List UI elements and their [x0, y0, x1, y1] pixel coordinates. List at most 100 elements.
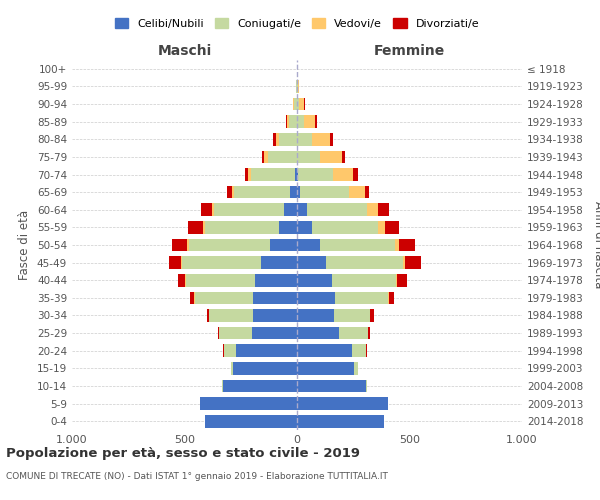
Bar	[311, 133, 329, 145]
Bar	[403, 256, 405, 269]
Bar	[352, 344, 365, 357]
Bar	[368, 327, 370, 340]
Bar	[256, 274, 297, 286]
Bar	[181, 256, 182, 269]
Bar	[297, 168, 298, 181]
Bar	[233, 362, 297, 374]
Bar	[297, 344, 352, 357]
Bar	[205, 221, 279, 234]
Bar	[205, 415, 297, 428]
Bar	[329, 133, 333, 145]
Bar	[353, 168, 358, 181]
Bar	[297, 415, 383, 428]
Bar	[385, 221, 400, 234]
Bar	[297, 116, 304, 128]
Bar	[295, 168, 297, 181]
Bar	[194, 292, 253, 304]
Bar	[338, 327, 368, 340]
Bar	[297, 221, 311, 234]
Bar	[365, 380, 367, 392]
Bar	[230, 362, 233, 374]
Bar	[355, 362, 358, 374]
Bar	[262, 150, 265, 163]
Y-axis label: Fasce di età: Fasce di età	[19, 210, 31, 280]
Bar	[395, 238, 400, 252]
Bar	[397, 274, 407, 286]
Bar	[334, 309, 370, 322]
Bar	[297, 204, 307, 216]
Bar	[297, 133, 311, 145]
Bar	[223, 344, 224, 357]
Bar	[311, 221, 378, 234]
Bar	[378, 204, 389, 216]
Bar	[286, 116, 287, 128]
Bar	[279, 221, 297, 234]
Bar	[297, 362, 355, 374]
Bar	[297, 327, 338, 340]
Legend: Celibi/Nubili, Coniugati/e, Vedovi/e, Divorziati/e: Celibi/Nubili, Coniugati/e, Vedovi/e, Di…	[110, 14, 484, 34]
Bar	[245, 168, 248, 181]
Bar	[304, 98, 305, 110]
Bar	[333, 168, 353, 181]
Bar	[188, 221, 203, 234]
Bar	[297, 186, 301, 198]
Bar	[248, 168, 251, 181]
Bar	[214, 204, 284, 216]
Bar	[349, 186, 365, 198]
Bar	[187, 238, 189, 252]
Bar	[236, 344, 297, 357]
Bar	[190, 292, 193, 304]
Bar	[307, 204, 367, 216]
Bar	[388, 292, 389, 304]
Bar	[290, 186, 297, 198]
Bar	[378, 221, 385, 234]
Bar	[320, 238, 395, 252]
Bar	[297, 309, 334, 322]
Bar	[400, 238, 415, 252]
Bar	[270, 238, 297, 252]
Y-axis label: Anni di nascita: Anni di nascita	[592, 202, 600, 288]
Bar	[189, 238, 270, 252]
Bar	[297, 380, 365, 392]
Bar	[274, 133, 275, 145]
Bar	[297, 256, 326, 269]
Bar	[297, 292, 335, 304]
Bar	[203, 221, 205, 234]
Bar	[193, 292, 194, 304]
Bar	[220, 327, 252, 340]
Bar	[326, 256, 403, 269]
Bar	[252, 327, 297, 340]
Bar	[234, 186, 290, 198]
Bar	[296, 80, 297, 93]
Bar	[212, 204, 214, 216]
Bar	[178, 274, 185, 286]
Bar	[297, 274, 332, 286]
Bar	[342, 150, 346, 163]
Bar	[172, 238, 187, 252]
Bar	[253, 292, 297, 304]
Bar	[301, 186, 349, 198]
Bar	[297, 397, 388, 410]
Bar	[293, 98, 297, 110]
Bar	[298, 80, 299, 93]
Bar	[200, 397, 297, 410]
Bar	[185, 274, 256, 286]
Bar	[396, 274, 397, 286]
Bar	[297, 238, 320, 252]
Bar	[367, 204, 378, 216]
Bar	[207, 309, 209, 322]
Bar	[289, 116, 297, 128]
Bar	[261, 256, 297, 269]
Bar	[169, 256, 181, 269]
Bar	[232, 186, 234, 198]
Bar	[320, 150, 342, 163]
Bar	[253, 309, 297, 322]
Bar	[297, 150, 320, 163]
Bar	[287, 116, 289, 128]
Bar	[224, 344, 236, 357]
Bar	[209, 309, 253, 322]
Text: COMUNE DI TRECATE (NO) - Dati ISTAT 1° gennaio 2019 - Elaborazione TUTTITALIA.IT: COMUNE DI TRECATE (NO) - Dati ISTAT 1° g…	[6, 472, 388, 481]
Bar	[315, 116, 317, 128]
Bar	[202, 204, 212, 216]
Bar	[365, 344, 367, 357]
